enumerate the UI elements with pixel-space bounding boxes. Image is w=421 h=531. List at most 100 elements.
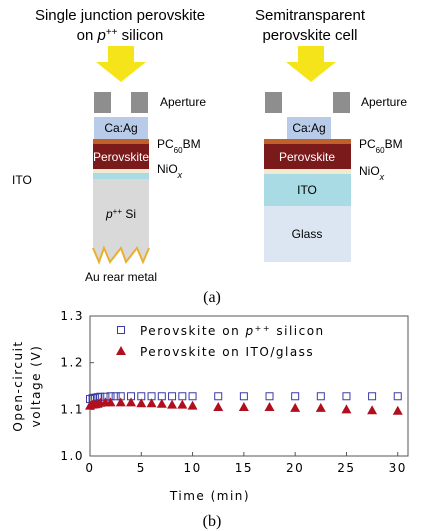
light-arrow [96,46,146,82]
text: on [77,27,98,44]
marker [316,392,325,401]
marker [126,397,137,407]
left-title: on p++ silicon [77,27,164,45]
x-tick-label: 0 [85,461,94,475]
text: BM [385,137,403,151]
left-title: Single junction perovskite [35,7,205,24]
right-title: Semitransparent [255,7,366,24]
panel-label: (a) [203,289,221,306]
label: Au rear metal [85,270,157,284]
aperture [131,92,148,113]
label: Ca:Ag [292,121,325,135]
marker [238,402,249,411]
ca-ag-layer [94,117,148,139]
glass-layer [264,206,351,262]
legend-text: Perovskite on [140,324,246,338]
chart: Time (min) Open-circuit voltage (V) (b) … [11,309,409,530]
label: Perovskite [279,150,335,164]
label: Aperture [361,95,407,109]
marker [214,392,223,401]
marker [146,398,157,408]
label: PC60BM [157,137,201,155]
right-title: perovskite cell [262,27,357,44]
x-tick-label: 15 [235,461,253,475]
label: PC60BM [359,137,403,155]
marker [367,405,378,415]
marker [392,405,403,415]
marker [265,392,274,401]
text: NiO [157,162,178,176]
label: Ca:Ag [104,121,137,135]
marker [115,397,126,407]
rear-metal [92,245,150,265]
text: Si [122,207,136,221]
si-layer [93,179,149,262]
legend-text: silicon [271,324,325,338]
aperture [333,92,350,113]
x-tick-label: 10 [183,461,201,475]
marker [239,392,248,401]
text: PC [157,137,174,151]
aperture [94,92,111,113]
marker [177,399,188,409]
label: p++ Si [105,207,136,222]
legend-label: Perovskite on p++ silicon [140,324,325,339]
y-axis-title: voltage (V) [29,345,43,428]
text: BM [183,137,201,151]
x-tick-label: 5 [137,461,146,475]
x-axis-title: Time (min) [169,489,250,503]
legend-marker [116,346,126,355]
x-tick-label: 20 [286,461,304,475]
pcbm-layer [93,139,149,144]
perovskite-layer [93,144,149,169]
label: Aperture [160,95,206,109]
text: PC [359,137,376,151]
text: NiO [359,164,380,178]
label: Glass [292,227,323,241]
marker [168,392,177,401]
label: Perovskite [93,150,149,164]
marker [136,398,147,408]
label: ITO [12,173,32,187]
label: NiOx [157,162,183,180]
text: x [177,170,183,180]
text: x [379,172,385,182]
y-tick-label: 1.3 [60,309,84,323]
ca-ag-layer [287,117,331,139]
text: 60 [174,146,183,155]
text: 60 [376,146,385,155]
marker [156,398,167,408]
niox-layer [93,169,149,173]
legend-text: ++ [255,324,271,333]
marker [291,392,300,401]
ito-layer [264,174,351,206]
marker [213,402,224,411]
legend-label: Perovskite on ITO/glass [140,345,314,359]
marker [368,392,377,401]
legend-marker [117,326,125,334]
marker [105,397,116,407]
y-axis-title: Open-circuit [11,340,25,431]
text: silicon [118,27,164,44]
marker [393,392,402,401]
text: p [105,207,113,221]
marker [341,404,352,414]
marker [167,399,178,409]
marker [315,402,326,412]
label: NiOx [359,164,385,182]
marker [264,402,275,411]
text: p [96,27,105,44]
text: ++ [106,27,118,38]
aperture [265,92,282,113]
marker [178,392,187,401]
legend-text: p [245,324,255,338]
y-tick-label: 1.2 [60,356,84,370]
marker [111,392,120,401]
perovskite-layer [264,144,351,169]
x-tick-label: 30 [389,461,407,475]
marker [157,392,166,401]
plot-frame [89,315,409,457]
text: ++ [113,207,123,216]
marker [188,392,197,401]
